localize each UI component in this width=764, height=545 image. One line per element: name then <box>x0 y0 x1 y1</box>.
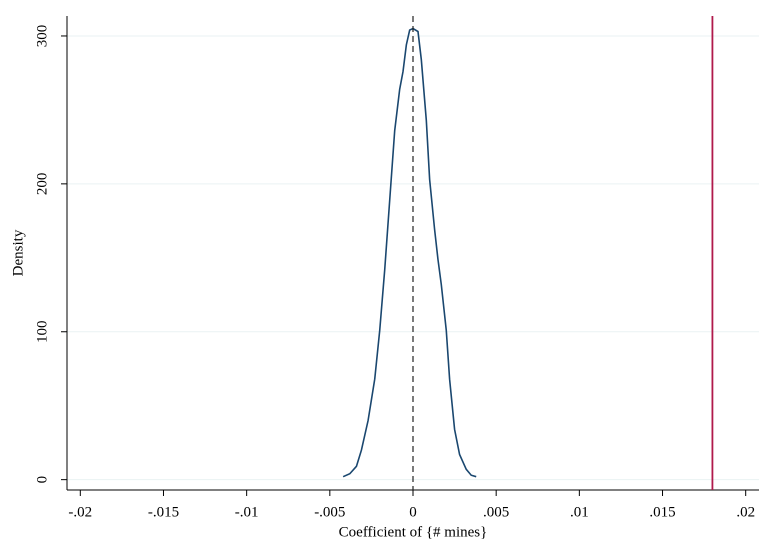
y-axis-label: Density <box>10 229 26 276</box>
x-tick-label: -.02 <box>68 504 92 520</box>
y-tick-label: 100 <box>34 321 50 344</box>
x-tick-label: -.015 <box>148 504 179 520</box>
x-tick-label: .005 <box>483 504 509 520</box>
x-tick-label: .01 <box>570 504 589 520</box>
x-tick-label: -.005 <box>314 504 345 520</box>
y-tick-label: 0 <box>34 476 50 484</box>
y-tick-label: 300 <box>34 25 50 48</box>
x-tick-label: -.01 <box>235 504 259 520</box>
x-tick-label: 0 <box>409 504 417 520</box>
y-tick-label: 200 <box>34 173 50 196</box>
x-tick-label: .015 <box>649 504 675 520</box>
x-axis-label: Coefficient of {# mines} <box>339 524 488 540</box>
x-tick-label: .02 <box>736 504 755 520</box>
